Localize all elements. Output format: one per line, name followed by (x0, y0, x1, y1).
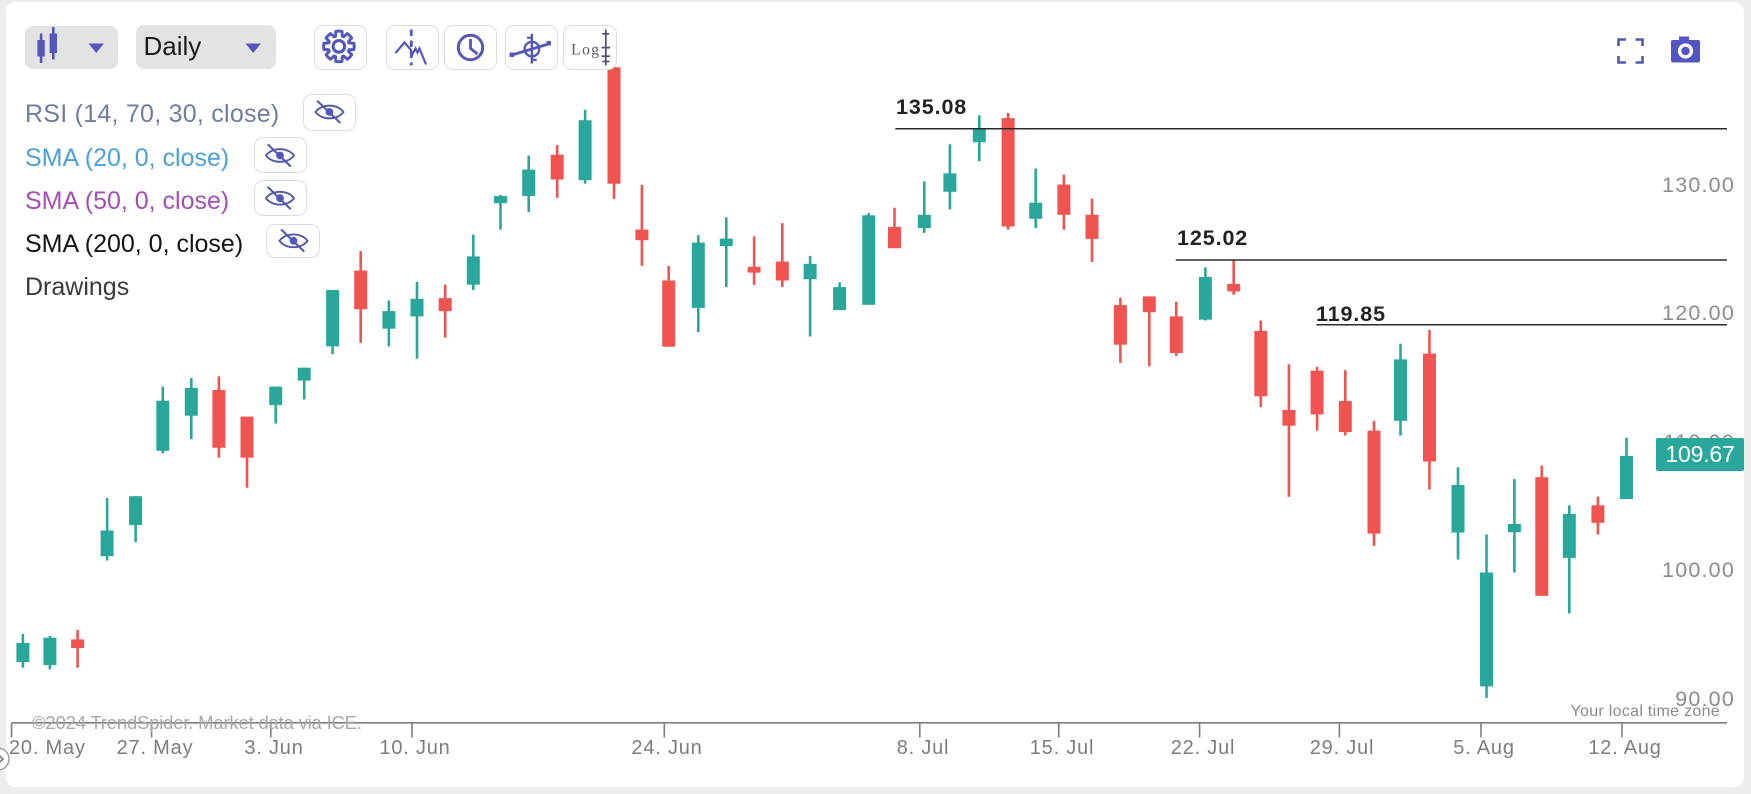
svg-text:Log: Log (571, 42, 600, 59)
